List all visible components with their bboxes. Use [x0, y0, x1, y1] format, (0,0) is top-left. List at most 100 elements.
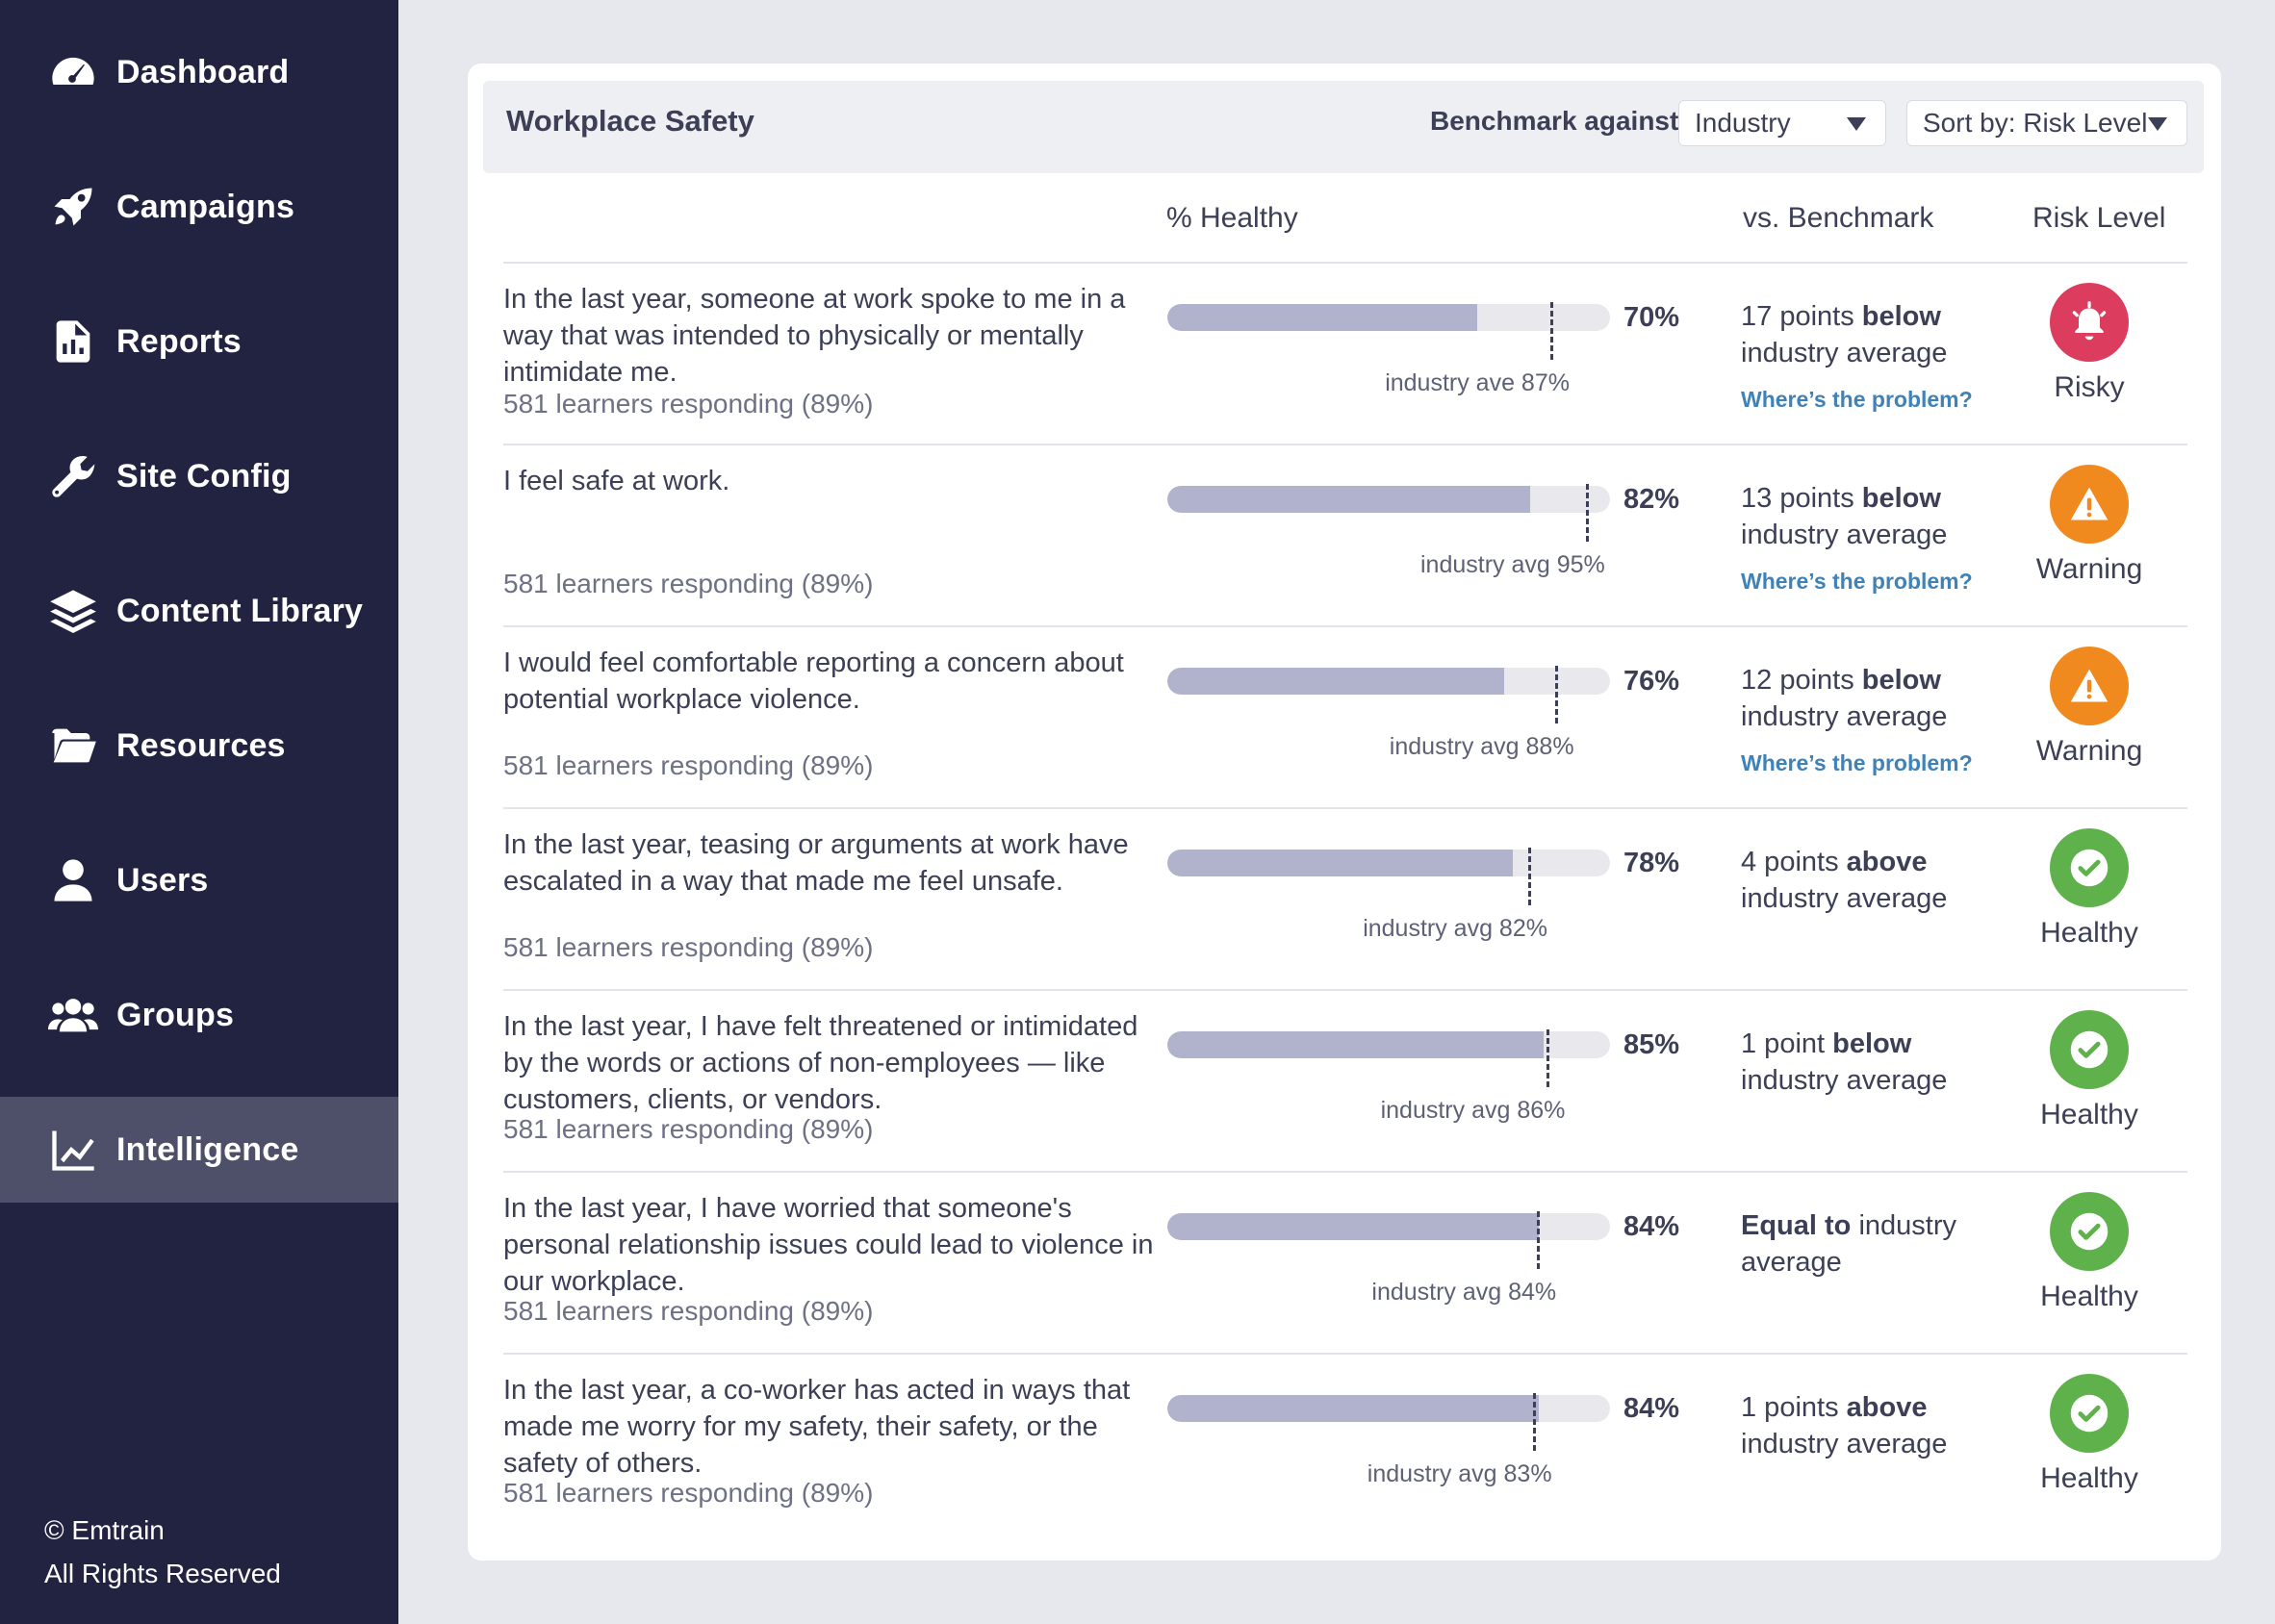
warning-triangle-icon	[2050, 465, 2129, 544]
comparison-direction: below	[1861, 483, 1941, 514]
wheres-the-problem-link[interactable]: Where’s the problem?	[1741, 387, 1973, 412]
healthy-progress-bar	[1167, 486, 1610, 513]
question-text: In the last year, I have felt threatened…	[503, 1011, 1138, 1115]
benchmark-marker	[1546, 1029, 1549, 1087]
healthy-progress-fill	[1167, 1395, 1540, 1422]
healthy-progress-bar	[1167, 304, 1610, 331]
sidebar-item-label: Campaigns	[116, 188, 295, 225]
sidebar-item-campaigns[interactable]: Campaigns	[0, 154, 398, 260]
wheres-the-problem-link[interactable]: Where’s the problem?	[1741, 750, 1973, 775]
benchmark-select[interactable]: Industry	[1678, 100, 1886, 146]
benchmark-comparison: 13 points below industry average	[1741, 480, 1972, 553]
line-chart-icon	[44, 1123, 102, 1177]
sidebar-item-groups[interactable]: Groups	[0, 962, 398, 1068]
column-header-healthy: % Healthy	[1166, 202, 1298, 234]
layers-icon	[44, 584, 102, 638]
speedometer-icon	[44, 45, 102, 99]
sidebar-item-resources[interactable]: Resources	[0, 693, 398, 799]
benchmark-comparison: 1 point below industry average	[1741, 1026, 1972, 1099]
comparison-suffix: industry average	[1741, 520, 1948, 550]
sidebar-item-reports[interactable]: Reports	[0, 289, 398, 394]
benchmark-comparison: 4 points above industry average	[1741, 844, 1972, 917]
benchmark-average-label: industry avg 88%	[1389, 733, 1574, 760]
benchmark-comparison: Equal to industry average	[1741, 1207, 1972, 1281]
responding-count: 581 learners responding (89%)	[503, 750, 874, 780]
table-row: In the last year, I have worried that so…	[503, 1171, 2187, 1352]
benchmark-average-label: industry avg 86%	[1380, 1097, 1566, 1124]
report-file-icon	[44, 315, 102, 368]
column-header-risk: Risk Level	[2032, 202, 2166, 234]
question-text: In the last year, teasing or arguments a…	[503, 829, 1129, 897]
benchmark-marker	[1586, 484, 1589, 542]
table-row: In the last year, I have felt threatened…	[503, 989, 2187, 1170]
benchmark-marker	[1532, 1393, 1536, 1451]
benchmark-average-label: industry avg 83%	[1367, 1460, 1552, 1487]
sidebar-item-intelligence[interactable]: Intelligence	[0, 1097, 398, 1203]
sidebar-item-site-config[interactable]: Site Config	[0, 423, 398, 529]
sidebar-item-users[interactable]: Users	[0, 827, 398, 933]
comparison-direction: above	[1846, 1392, 1928, 1423]
sidebar-item-label: Resources	[116, 726, 286, 764]
benchmark-marker	[1528, 848, 1532, 905]
benchmark-comparison: 17 points below industry average	[1741, 298, 1972, 371]
comparison-prefix: 12 points	[1741, 665, 1862, 696]
benchmark-marker	[1537, 1211, 1541, 1269]
responding-count: 581 learners responding (89%)	[503, 569, 874, 598]
healthy-progress-fill	[1167, 1213, 1540, 1240]
check-circle-icon	[2050, 1374, 2129, 1453]
table-row: In the last year, someone at work spoke …	[503, 262, 2187, 443]
risk-level-label: Healthy	[2040, 1281, 2138, 1312]
comparison-direction: Equal to	[1741, 1210, 1852, 1241]
comparison-prefix: 17 points	[1741, 301, 1862, 332]
comparison-direction: below	[1861, 665, 1941, 696]
healthy-percent: 84%	[1623, 1211, 1680, 1242]
healthy-progress-fill	[1167, 486, 1531, 513]
comparison-prefix: 13 points	[1741, 483, 1862, 514]
chevron-down-icon	[2148, 117, 2167, 131]
wrench-icon	[44, 449, 102, 503]
sidebar-item-label: Intelligence	[116, 1130, 299, 1168]
wheres-the-problem-link[interactable]: Where’s the problem?	[1741, 569, 1973, 594]
users-group-icon	[44, 988, 102, 1042]
sidebar-item-dashboard[interactable]: Dashboard	[0, 19, 398, 125]
risk-level-label: Healthy	[2040, 917, 2138, 949]
healthy-progress-bar	[1167, 850, 1610, 876]
benchmark-label: Benchmark against:	[1430, 106, 1688, 136]
table-row: I would feel comfortable reporting a con…	[503, 625, 2187, 806]
sort-select[interactable]: Sort by: Risk Level	[1906, 100, 2187, 146]
risk-level-label: Healthy	[2040, 1462, 2138, 1494]
benchmark-comparison: 12 points below industry average	[1741, 662, 1972, 735]
benchmark-select-value: Industry	[1695, 108, 1791, 138]
rocket-icon	[44, 180, 102, 234]
question-text: I would feel comfortable reporting a con…	[503, 647, 1124, 715]
responding-count: 581 learners responding (89%)	[503, 1114, 874, 1144]
sidebar: Dashboard Campaigns Reports Site Config …	[0, 0, 398, 1624]
sidebar-item-content-library[interactable]: Content Library	[0, 558, 398, 664]
responding-count: 581 learners responding (89%)	[503, 932, 874, 962]
table-row: I feel safe at work. 581 learners respond…	[503, 444, 2187, 624]
comparison-prefix: 1 points	[1741, 1392, 1847, 1423]
healthy-percent: 82%	[1623, 484, 1680, 515]
page-title: Workplace Safety	[506, 104, 754, 138]
comparison-suffix: industry average	[1741, 1210, 1956, 1278]
healthy-progress-bar	[1167, 1031, 1610, 1058]
sidebar-item-label: Users	[116, 861, 209, 899]
comparison-suffix: industry average	[1741, 701, 1948, 732]
comparison-direction: above	[1846, 847, 1928, 877]
question-text: In the last year, someone at work spoke …	[503, 284, 1126, 388]
healthy-percent: 78%	[1623, 848, 1680, 878]
comparison-direction: below	[1832, 1028, 1912, 1059]
risk-level-label: Risky	[2054, 371, 2125, 403]
benchmark-average-label: industry avg 95%	[1420, 551, 1605, 578]
check-circle-icon	[2050, 828, 2129, 907]
responding-count: 581 learners responding (89%)	[503, 1296, 874, 1326]
healthy-progress-fill	[1167, 1031, 1544, 1058]
benchmark-average-label: industry avg 84%	[1371, 1279, 1557, 1306]
alarm-bell-icon	[2050, 283, 2129, 362]
sidebar-item-label: Content Library	[116, 592, 364, 629]
sidebar-footer: © Emtrain All Rights Reserved	[44, 1509, 281, 1595]
responding-count: 581 learners responding (89%)	[503, 389, 874, 419]
sidebar-item-label: Site Config	[116, 457, 292, 495]
benchmark-average-label: industry avg 82%	[1363, 915, 1547, 942]
risk-level-label: Healthy	[2040, 1099, 2138, 1130]
